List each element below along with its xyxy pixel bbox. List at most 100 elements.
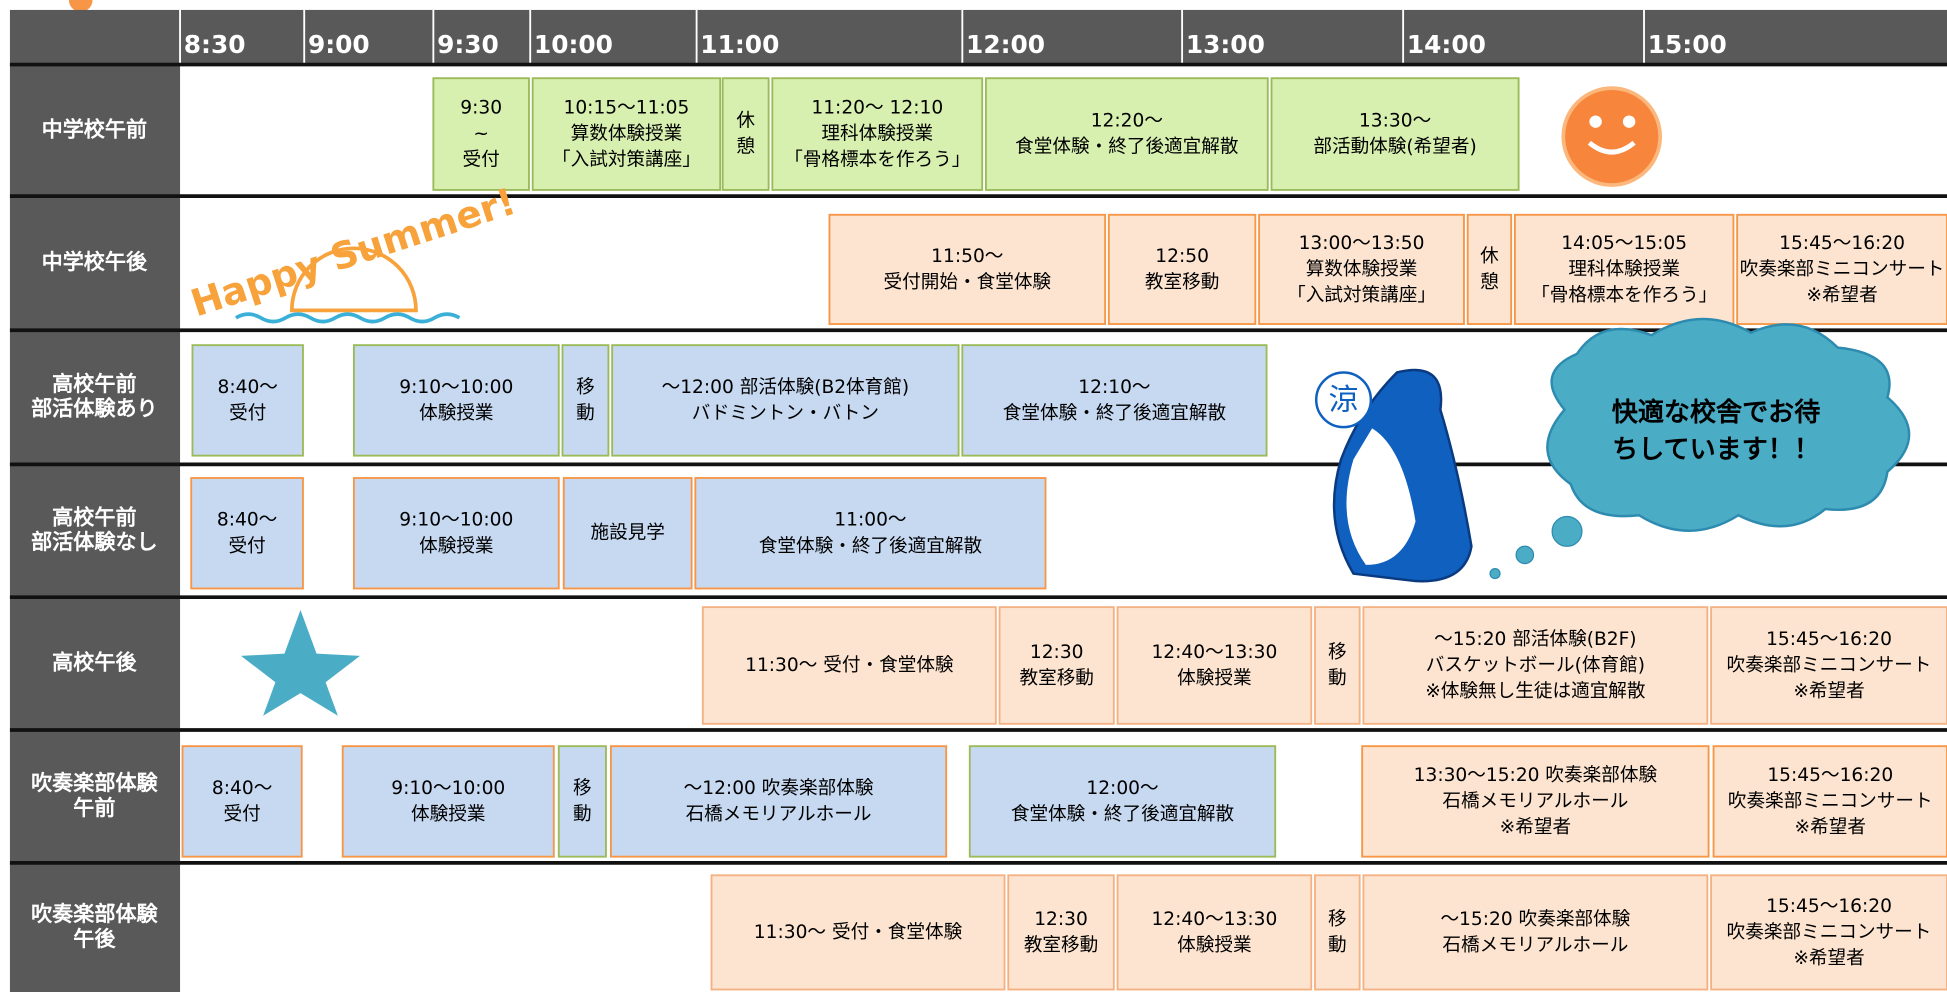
block-text: 教室移動 [1024, 935, 1098, 956]
block-text: 「骨格標本を作ろう」 [784, 150, 970, 171]
block-text: 移 [576, 377, 595, 398]
block-text: 体験授業 [1177, 935, 1251, 956]
header-time: 12:00 [966, 30, 1045, 59]
block-text: 体験授業 [419, 403, 493, 424]
schedule-block [611, 344, 960, 457]
header-time: 15:00 [1648, 30, 1727, 59]
block-text: 動 [573, 804, 592, 825]
block-text: 算数体験授業 [571, 124, 683, 145]
schedule-block [1710, 874, 1947, 991]
block-text: 教室移動 [1019, 668, 1093, 689]
row-label: 吹奏楽部体験 [31, 770, 158, 795]
block-text: 吹奏楽部ミニコンサート [1727, 655, 1932, 676]
block-text: 移 [1328, 642, 1347, 663]
label-column [9, 64, 181, 992]
row-label: 部活体験なし [31, 529, 158, 554]
cloud-bubble [1489, 568, 1501, 580]
block-text: 8:40～ [212, 778, 272, 799]
row-label: 部活体験あり [31, 396, 158, 421]
block-text: 食堂体験・終了後適宜解散 [1003, 403, 1227, 424]
penguin-belly [1346, 428, 1416, 565]
block-text: 体験授業 [411, 804, 485, 825]
header-time: 8:30 [184, 30, 246, 59]
star [230, 599, 371, 725]
block-text: 理科体験授業 [821, 124, 933, 145]
block-text: 食堂体験・終了後適宜解散 [759, 536, 983, 557]
schedule-block [1361, 745, 1710, 858]
block-text: ※希望者 [1806, 285, 1877, 306]
schedule-block [961, 344, 1268, 457]
schedule-block [694, 477, 1047, 590]
block-text: 14:05～15:05 [1561, 233, 1687, 254]
schedule-block [771, 77, 984, 191]
block-text: 9:10～10:00 [391, 778, 505, 799]
block-text: 施設見学 [590, 523, 664, 544]
block-text: 15:45～16:20 [1767, 765, 1893, 786]
block-text: 11:30～ 受付・食堂体験 [754, 922, 963, 943]
block-text: ※希望者 [1795, 817, 1866, 838]
block-text: 12:30 [1034, 909, 1088, 930]
block-text: 13:30～ [1359, 111, 1431, 132]
schedule-block [1270, 77, 1520, 191]
block-text: 休 [1480, 246, 1499, 267]
block-text: ~ [473, 124, 489, 145]
row-label: 吹奏楽部体験 [31, 901, 158, 926]
block-text: 11:50～ [931, 246, 1003, 267]
block-text: 13:00～13:50 [1299, 233, 1425, 254]
block-text: ～12:00 部活体験(B2体育館) [662, 377, 910, 398]
header-time: 9:00 [308, 30, 370, 59]
schedule-block [1314, 606, 1361, 725]
schedule-block [1116, 874, 1313, 991]
cloud-text: ちしています！！ [1612, 435, 1820, 465]
block-text: 8:40～ [218, 377, 278, 398]
schedule-block [1314, 874, 1361, 991]
cloud-text: 快適な校舎でお待 [1612, 397, 1821, 428]
schedule-block [1362, 606, 1709, 725]
block-text: 教室移動 [1145, 272, 1219, 293]
schedule-block [562, 477, 693, 590]
cloud [1546, 317, 1911, 532]
schedule-block [1258, 213, 1465, 325]
block-text: 動 [1328, 935, 1347, 956]
block-text: 受付 [463, 150, 500, 171]
block-text: 11:20～ 12:10 [811, 98, 943, 119]
block-text: 12:40～13:30 [1151, 642, 1277, 663]
schedule-block [968, 745, 1277, 858]
block-text: 部活動体験(希望者) [1313, 137, 1476, 158]
schedule-block [1116, 606, 1313, 725]
block-text: 「入試対策講座」 [1287, 285, 1436, 306]
block-text: バスケットボール(体育館) [1426, 655, 1645, 676]
schedule-block [181, 745, 303, 858]
schedule-block [352, 344, 560, 457]
block-text: 動 [576, 403, 595, 424]
row-label: 中学校午前 [42, 116, 147, 141]
block-text: ※希望者 [1793, 681, 1864, 702]
schedule-block [609, 745, 948, 858]
row-label: 高校午前 [52, 371, 136, 396]
block-text: 12:00～ [1086, 778, 1158, 799]
schedule-block [828, 213, 1107, 325]
block-text: 12:20～ [1091, 111, 1163, 132]
sun-wave [234, 312, 461, 324]
header-time: 13:00 [1186, 30, 1265, 59]
schedule-block [1710, 606, 1947, 725]
header-bar [9, 9, 1947, 65]
block-text: 15:45～16:20 [1766, 896, 1892, 917]
smiley-eye [1622, 115, 1636, 128]
schedule-block [341, 745, 555, 858]
block-text: 10:15～11:05 [564, 98, 690, 119]
schedule-block [1736, 213, 1947, 325]
header-time: 14:00 [1407, 30, 1486, 59]
schedule-block [721, 77, 770, 191]
block-text: 憩 [736, 137, 755, 158]
schedule-block [998, 606, 1115, 725]
schedule-block [432, 77, 530, 191]
block-text: 憩 [1480, 272, 1499, 293]
block-text: 15:45～16:20 [1766, 629, 1892, 650]
schedule-block [1513, 213, 1735, 325]
block-text: 石橋メモリアルホール [1442, 935, 1628, 956]
block-text: ※希望者 [1793, 948, 1864, 969]
smiley-mouth [1587, 140, 1636, 155]
block-text: 食堂体験・終了後適宜解散 [1015, 137, 1239, 158]
